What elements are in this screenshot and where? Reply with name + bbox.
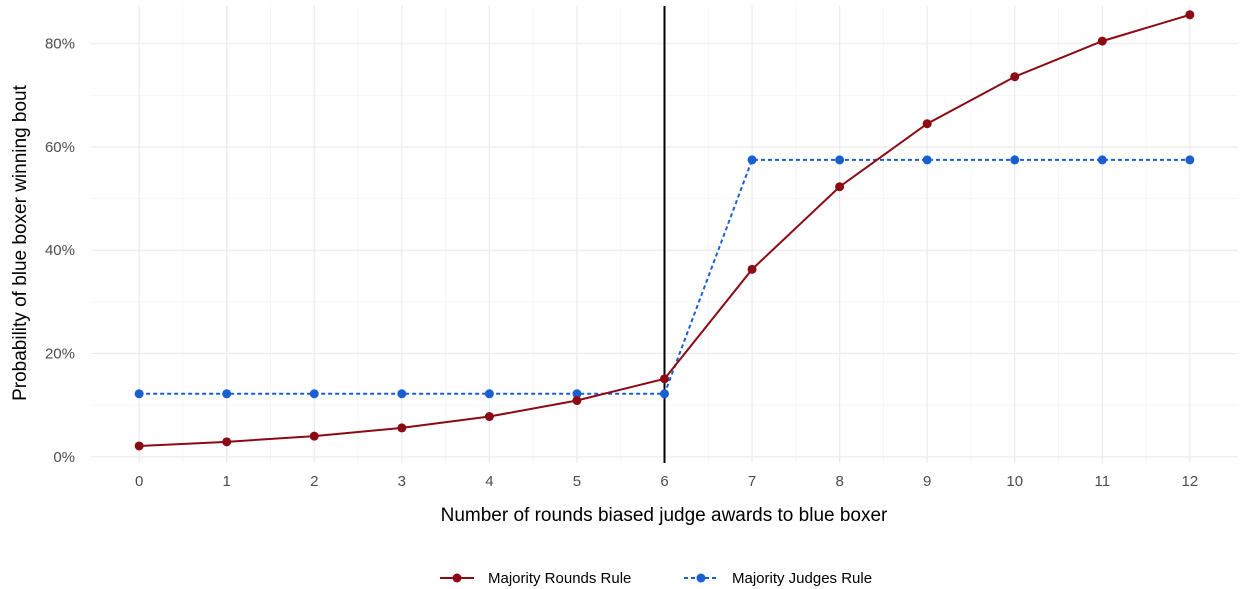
data-point [1097, 155, 1107, 165]
data-point [660, 374, 669, 384]
data-point [922, 119, 932, 129]
data-point [660, 389, 669, 399]
data-point [134, 441, 144, 451]
legend-swatch-point [452, 573, 462, 583]
data-point [397, 423, 407, 433]
x-tick-label: 7 [748, 473, 756, 490]
x-tick-label: 11 [1094, 473, 1110, 490]
data-point [222, 389, 232, 399]
legend-item-majority-judges: Majority Judges Rule [684, 570, 872, 587]
y-tick-label: 20% [45, 346, 75, 363]
data-point [134, 389, 144, 399]
data-point [222, 437, 232, 447]
legend: Majority Rounds Rule Majority Judges Rul… [440, 570, 872, 587]
y-axis-title: Probability of blue boxer winning bout [10, 84, 31, 401]
data-point [747, 264, 757, 274]
x-tick-label: 3 [398, 473, 406, 490]
y-tick-label: 80% [45, 36, 75, 53]
data-point [1185, 155, 1195, 165]
data-point [484, 412, 494, 422]
data-point [572, 396, 582, 406]
data-point [309, 389, 319, 399]
data-point [835, 155, 845, 165]
x-tick-label: 9 [923, 473, 931, 490]
legend-item-majority-rounds: Majority Rounds Rule [440, 570, 631, 587]
x-tick-label: 4 [485, 473, 493, 490]
x-tick-label: 12 [1181, 473, 1198, 490]
data-point [309, 431, 319, 441]
series-layer [134, 10, 1195, 451]
data-point [1097, 36, 1107, 46]
data-point [1010, 72, 1020, 82]
data-point [747, 155, 757, 165]
x-tick-label: 10 [1006, 473, 1023, 490]
data-point [484, 389, 494, 399]
data-point [397, 389, 407, 399]
y-axis-tick-labels: 0% 20% 40% 60% 80% [45, 36, 75, 466]
legend-label: Majority Rounds Rule [488, 570, 631, 587]
data-point [1010, 155, 1020, 165]
x-tick-label: 6 [660, 473, 668, 490]
y-tick-label: 60% [45, 139, 75, 156]
data-point [835, 182, 845, 192]
data-point [572, 389, 582, 399]
legend-label: Majority Judges Rule [732, 570, 872, 587]
y-tick-label: 0% [53, 449, 75, 466]
x-tick-label: 5 [573, 473, 581, 490]
data-point [922, 155, 932, 165]
x-axis-tick-labels: 0 1 2 3 4 5 6 7 8 9 10 11 12 [135, 473, 1198, 490]
x-tick-label: 1 [223, 473, 231, 490]
y-tick-label: 40% [45, 242, 75, 259]
legend-swatch-point [696, 573, 706, 583]
x-axis-title: Number of rounds biased judge awards to … [441, 505, 888, 526]
data-point [1185, 10, 1195, 20]
x-tick-label: 0 [135, 473, 143, 490]
x-tick-label: 2 [310, 473, 318, 490]
x-tick-label: 8 [835, 473, 843, 490]
